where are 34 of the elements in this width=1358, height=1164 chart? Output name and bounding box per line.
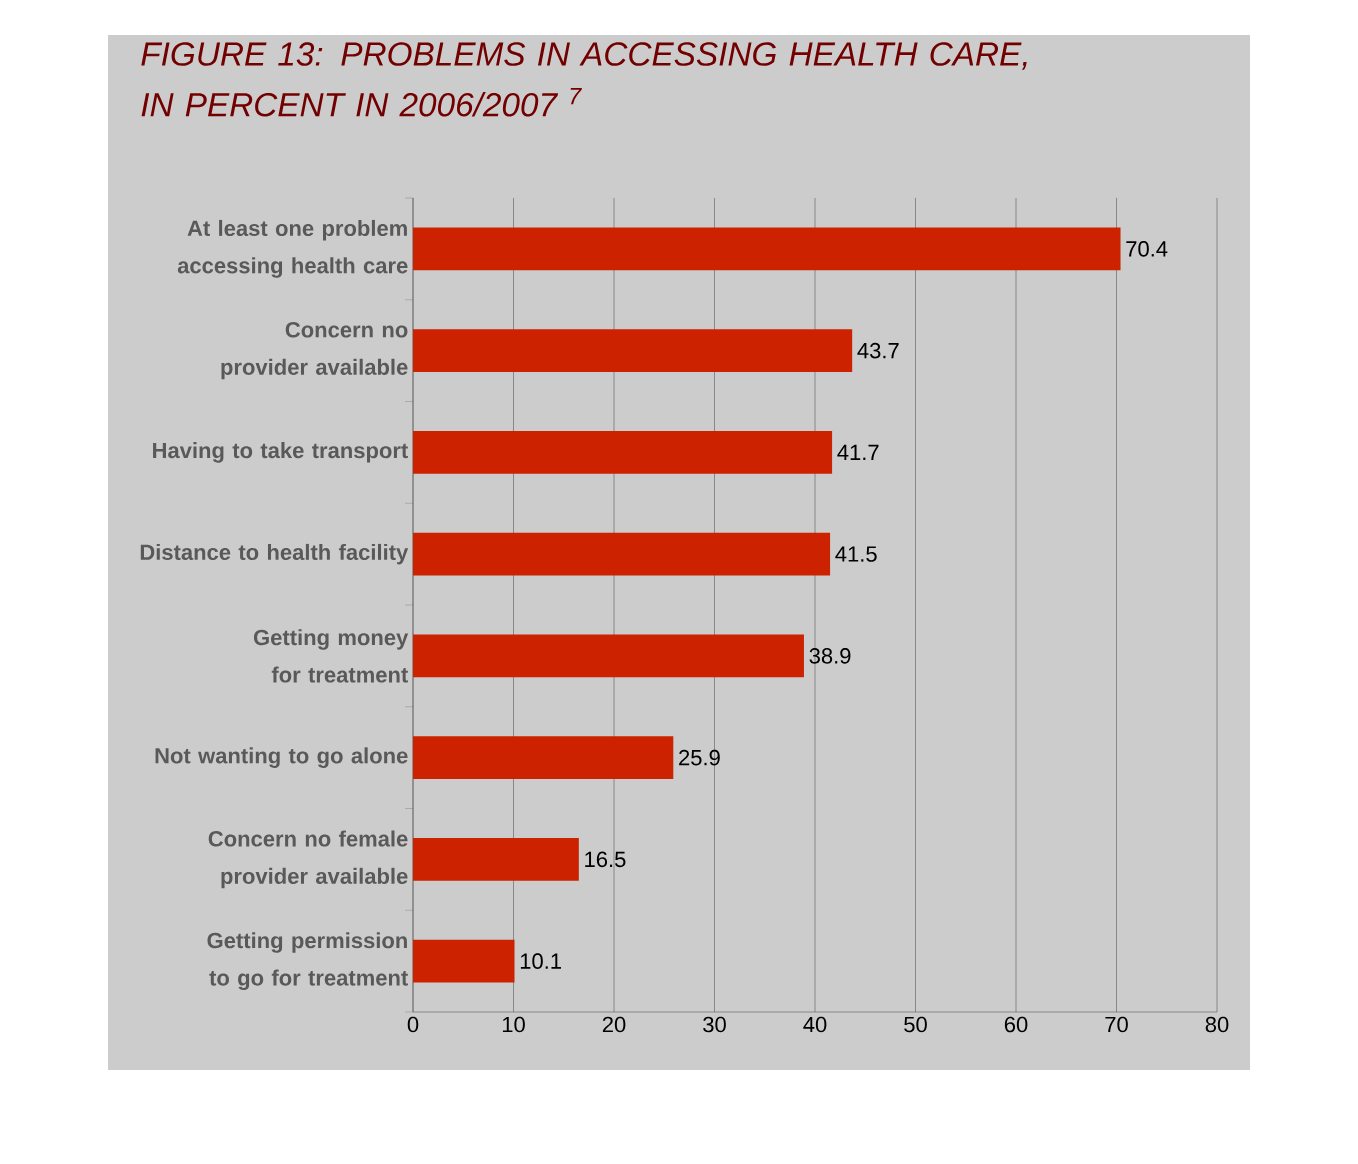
x-tick-label: 10 (502, 1016, 525, 1033)
data-label: 41.5 (835, 546, 877, 562)
bar (413, 736, 674, 779)
data-label: 16.5 (585, 851, 626, 868)
chart-title: FIGURE 13: PROBLEMS IN ACCESSING HEALTH CARE, IN PERCENT IN 2006/2007 $^{7}$ (141, 42, 1027, 117)
x-tick-label: 30 (703, 1016, 726, 1033)
data-label: 25.9 (679, 749, 720, 766)
y-tick-label: Getting permission to go for treatment (207, 932, 408, 991)
bar (413, 431, 833, 474)
bar (413, 838, 579, 881)
bar (413, 329, 853, 372)
x-tick-label: 70 (1105, 1016, 1128, 1033)
x-tick-label: 40 (803, 1016, 827, 1033)
bar (413, 227, 1121, 271)
y-tick-label: At least one problem accessing health care (177, 219, 408, 278)
y-tick-label: Concern no female provider available (208, 830, 408, 889)
x-tick-label: 0 (407, 1016, 419, 1033)
x-tick-label: 60 (1004, 1016, 1028, 1033)
data-label: 41.7 (837, 444, 879, 460)
y-tick-label: Not wanting to go alone (155, 747, 408, 768)
x-tick-label: 20 (602, 1016, 626, 1033)
bar (413, 939, 515, 983)
data-label: 70.4 (1126, 241, 1168, 257)
bar (413, 532, 831, 576)
data-label: 10.1 (520, 953, 561, 969)
bar (413, 634, 804, 678)
y-tick-label: Getting money for treatment (253, 629, 409, 683)
data-label: 43.7 (857, 342, 899, 359)
y-tick-label: Distance to health facility (140, 543, 409, 565)
y-tick-label: Having to take transport (153, 442, 408, 463)
x-tick-label: 80 (1205, 1016, 1229, 1033)
x-tick-label: 50 (904, 1016, 927, 1033)
data-label: 38.9 (809, 648, 851, 664)
y-tick-label: Concern no provider available (221, 321, 408, 380)
